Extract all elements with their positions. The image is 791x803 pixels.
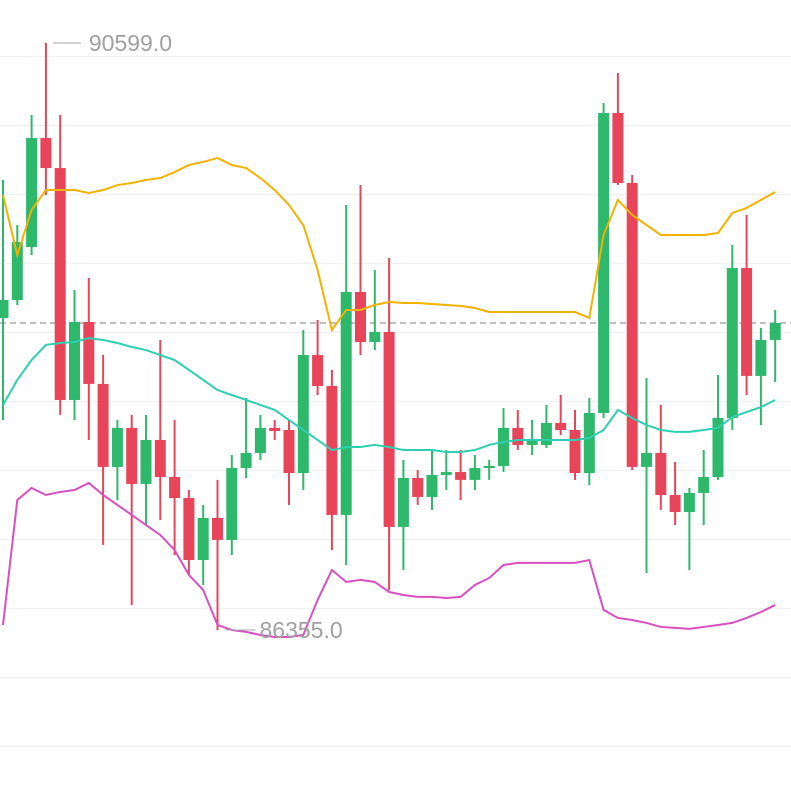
candle-body: [726, 268, 738, 418]
candle-body: [569, 429, 581, 474]
candle-body: [340, 291, 352, 515]
candle-body: [54, 168, 66, 400]
candle-body: [183, 498, 195, 560]
candle-body: [555, 422, 567, 430]
candle-body: [741, 268, 753, 376]
candle-body: [412, 477, 424, 497]
candle-body: [369, 331, 381, 343]
candle-body: [483, 465, 495, 469]
candle-body: [355, 291, 366, 343]
candle-body: [469, 468, 481, 480]
candle-body: [498, 427, 509, 466]
candle-body: [583, 412, 595, 474]
candle-body: [40, 138, 52, 169]
candle-body: [641, 452, 652, 467]
candle-body: [526, 439, 538, 445]
candle-body: [712, 417, 724, 478]
candle-body: [83, 321, 95, 384]
min-label: 86355.0: [260, 617, 343, 643]
candle-body: [154, 439, 166, 478]
candle-body: [397, 477, 409, 527]
candle-body: [254, 427, 266, 453]
candle-body: [26, 138, 38, 248]
candle-body: [111, 427, 123, 467]
candle-body: [612, 112, 624, 183]
band-line: [2, 481, 776, 639]
candle-body: [769, 322, 781, 340]
band-line: [2, 156, 776, 333]
candle-body: [312, 355, 324, 387]
candle-body: [512, 427, 524, 445]
max-label: 90599.0: [89, 30, 172, 56]
candle-body: [426, 474, 438, 497]
candle-body: [440, 472, 452, 475]
candle-body: [669, 494, 681, 513]
candle-body: [598, 112, 610, 413]
candle-body: [269, 427, 281, 431]
candle-body: [226, 468, 238, 540]
candle-body: [383, 331, 395, 527]
candle-body: [626, 182, 638, 467]
candle-body: [455, 472, 467, 480]
candle-body: [540, 422, 552, 445]
candle-body: [297, 355, 309, 474]
candle-body: [212, 517, 223, 540]
candle-body: [283, 429, 295, 474]
candle-body: [197, 517, 209, 560]
candle-body: [126, 427, 138, 484]
candle-body: [140, 439, 152, 484]
candle-body: [11, 242, 23, 300]
band-line: [2, 336, 776, 453]
candle-body: [655, 452, 667, 495]
candle-body: [683, 492, 695, 513]
candle-body: [240, 452, 252, 469]
candle-body: [97, 383, 109, 467]
candle-body: [698, 477, 710, 493]
candle-body: [755, 339, 767, 376]
candle-body: [169, 477, 181, 499]
candle-body: [69, 321, 80, 400]
candle-body: [0, 299, 9, 318]
